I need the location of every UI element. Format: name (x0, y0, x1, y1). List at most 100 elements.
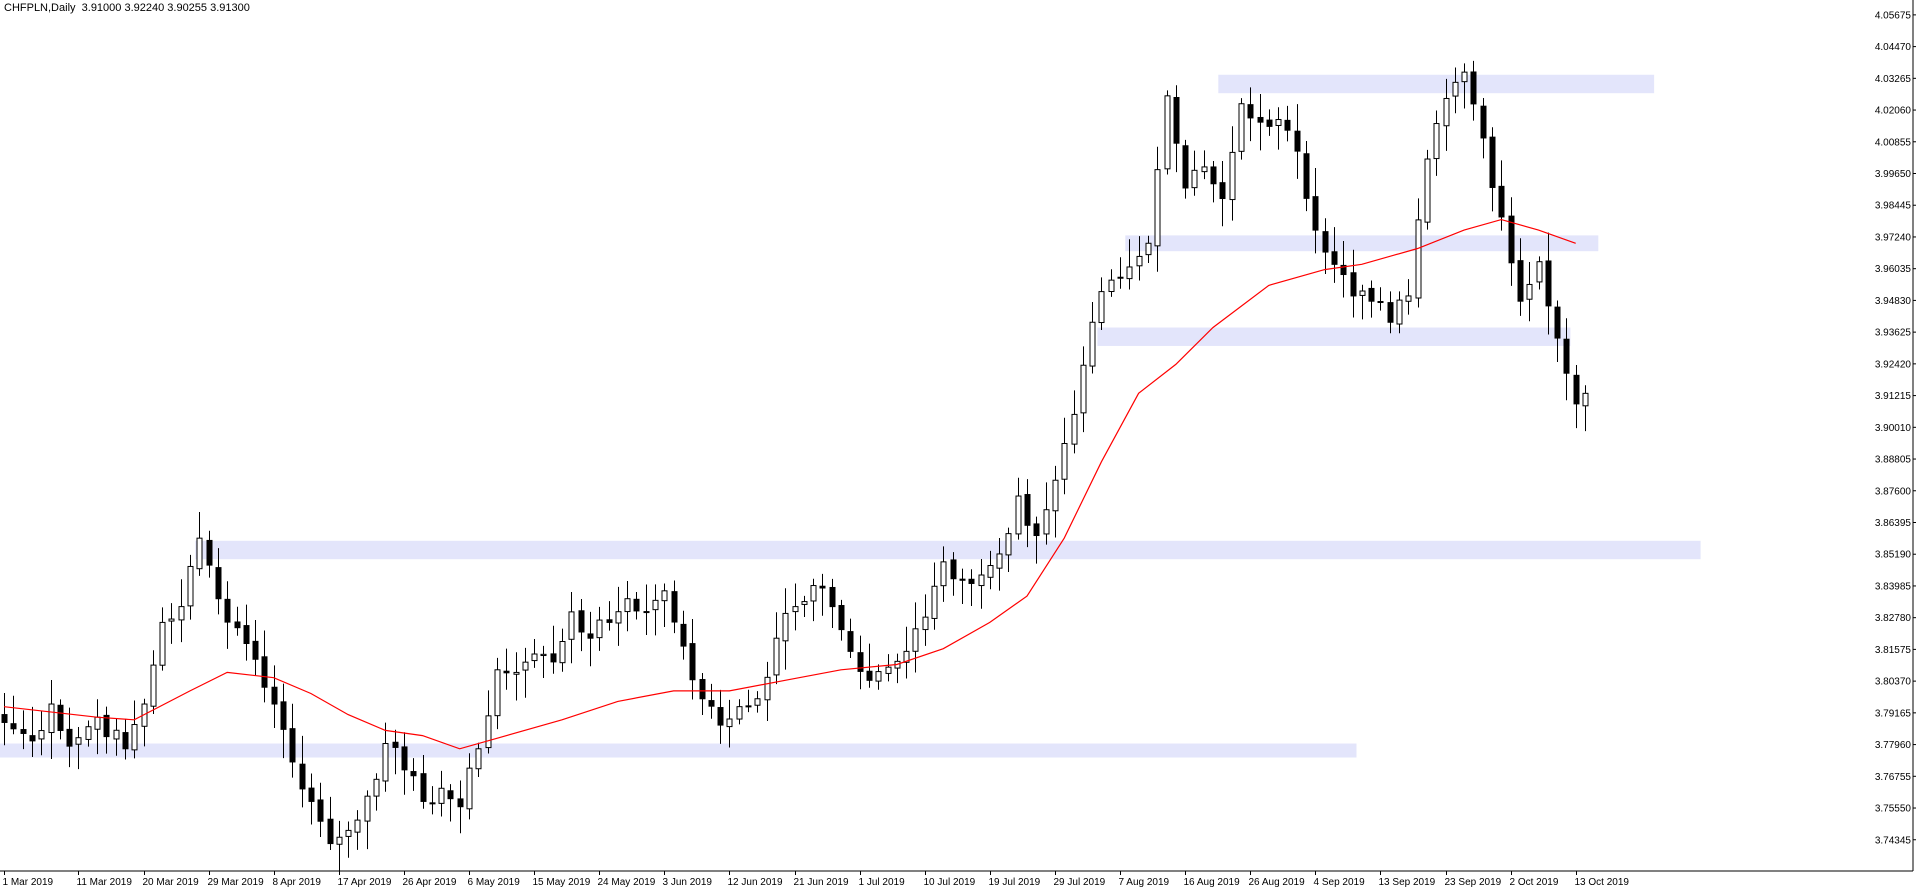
time-tick-label: 21 Jun 2019 (794, 877, 849, 888)
candle (1359, 284, 1366, 320)
candle-body-bull (745, 705, 752, 708)
candle-body-bear (643, 611, 650, 614)
candle (1061, 417, 1068, 495)
candle-body-bull (726, 718, 733, 728)
candle-body-bull (168, 618, 175, 622)
candle (75, 726, 82, 770)
candle-body-bull (485, 715, 492, 749)
candle (1229, 126, 1236, 221)
candle-body-bear (959, 578, 966, 581)
candle-body-bull (801, 601, 808, 605)
candle (1117, 257, 1124, 289)
candle-body-bull (1582, 392, 1589, 407)
candle-body-bear (410, 771, 417, 777)
candle (1387, 291, 1394, 334)
candle (810, 578, 817, 622)
candle (903, 626, 910, 679)
candle (1126, 239, 1133, 290)
candle-body-bear (606, 619, 613, 623)
candle (596, 606, 603, 651)
candle-body-bull (978, 574, 985, 587)
candle (1024, 479, 1031, 548)
candle-body-bear (950, 559, 957, 580)
price-tick-label: 3.94830 (1875, 296, 1912, 307)
candle (206, 530, 213, 578)
candle (1266, 109, 1273, 136)
candle (959, 568, 966, 605)
candle (1219, 160, 1226, 227)
candle-body-bear (122, 732, 129, 750)
candle (280, 683, 287, 759)
price-tick-label: 3.75550 (1875, 804, 1912, 815)
candle-body-bull (1145, 242, 1152, 256)
candle (1294, 104, 1301, 179)
candle-body-bull (1452, 81, 1459, 97)
price-tick-label: 3.93625 (1875, 328, 1912, 339)
candle (1052, 465, 1059, 538)
candle-body-bull (85, 726, 92, 740)
candle-body-bear (1, 714, 8, 723)
candle-body-bear (838, 605, 845, 631)
candle-body-bull (1108, 279, 1115, 293)
candle (1238, 98, 1245, 160)
candle-body-bear (457, 798, 464, 808)
candle-body-bear (29, 735, 36, 742)
candle-body-bear (224, 598, 231, 623)
ohlc-readout: 3.91000 3.92240 3.90255 3.91300 (81, 2, 250, 14)
candle (652, 584, 659, 636)
candle-body-bear (1350, 272, 1357, 297)
candle (85, 720, 92, 747)
candle-body-bear (1266, 119, 1273, 127)
candle-body-bear (1340, 264, 1347, 276)
candle-body-bear (1387, 302, 1394, 323)
price-tick-label: 3.98445 (1875, 201, 1912, 212)
candle-body-bull (475, 748, 482, 770)
candle (699, 673, 706, 715)
candle (894, 653, 901, 684)
candle (196, 512, 203, 576)
candle-body-bull (1443, 97, 1450, 127)
candle (1033, 516, 1040, 564)
candle (168, 603, 175, 644)
candle-body-bull (1238, 103, 1245, 152)
price-tick-label: 3.88805 (1875, 455, 1912, 466)
candle (48, 679, 55, 760)
candle (764, 661, 771, 721)
candle (1080, 346, 1087, 433)
candle-body-bull (1043, 509, 1050, 535)
candle-body-bear (206, 539, 213, 566)
candle-body-bear (1554, 306, 1561, 339)
price-tick-label: 3.92420 (1875, 359, 1912, 370)
candle-body-bull (373, 778, 380, 797)
candle-body-bull (382, 743, 389, 782)
candle (410, 758, 417, 791)
candle (1257, 93, 1264, 151)
candle (578, 598, 585, 652)
time-tick-label: 1 Mar 2019 (3, 877, 54, 888)
candle (708, 683, 715, 719)
candle (736, 699, 743, 725)
candle (354, 810, 361, 850)
candle-body-bear (261, 656, 268, 688)
time-tick-label: 26 Aug 2019 (1249, 877, 1306, 888)
candle (726, 699, 733, 748)
candle (522, 647, 529, 698)
candle-body-bear (680, 623, 687, 647)
candle-body-bear (671, 591, 678, 623)
candle (29, 706, 36, 757)
candle (1275, 107, 1282, 150)
time-tick-label: 26 Apr 2019 (403, 877, 457, 888)
candle (1210, 160, 1217, 203)
candle (1098, 277, 1105, 330)
candle (931, 562, 938, 630)
candle (633, 591, 640, 620)
candle (680, 610, 687, 660)
candle (1582, 385, 1589, 432)
candle-body-bull (782, 612, 789, 642)
candle (857, 635, 864, 690)
time-tick-label: 13 Sep 2019 (1379, 877, 1436, 888)
candle-body-bull (1080, 364, 1087, 414)
candle-body-bear (299, 763, 306, 790)
